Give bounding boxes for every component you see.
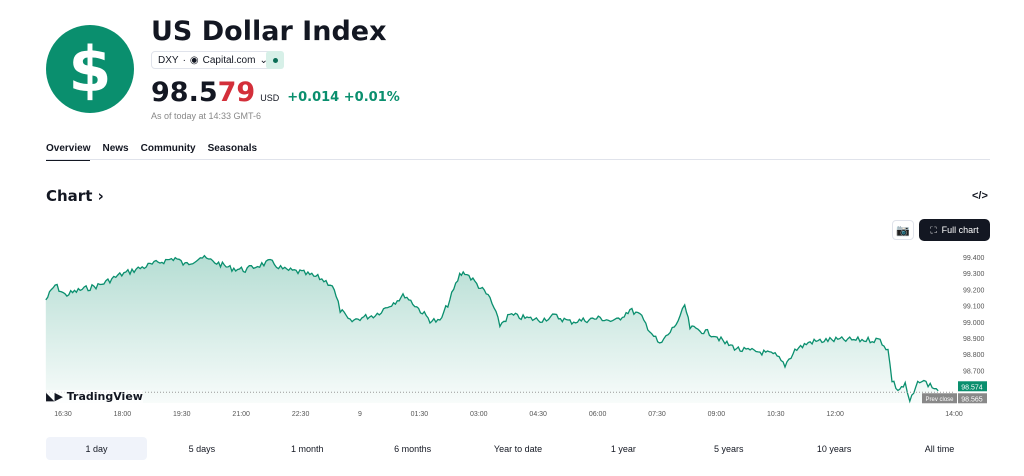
y-tick-label: 98.900	[963, 336, 985, 343]
price-line	[45, 254, 939, 404]
y-tick-label: 99.300	[963, 271, 985, 278]
full-chart-button[interactable]: ⛶ Full chart	[919, 219, 990, 241]
x-tick-label: 01:30	[411, 411, 429, 418]
range-selector: 1 day 5 days 1 month 6 months Year to da…	[46, 437, 990, 460]
x-tick-label: 18:00	[114, 411, 132, 418]
source-name: Capital.com	[202, 54, 256, 66]
tab-seasonals[interactable]: Seasonals	[207, 143, 258, 154]
currency: USD	[260, 93, 280, 103]
x-tick-label: 09:00	[708, 411, 726, 418]
x-tick-label: 12:00	[826, 411, 844, 418]
range-5y[interactable]: 5 years	[713, 443, 744, 454]
x-tick-label: 19:30	[173, 411, 191, 418]
tab-community[interactable]: Community	[140, 143, 196, 154]
chevron-right-icon: ›	[97, 187, 104, 205]
price: 98.579	[151, 77, 255, 108]
y-tick-label: 98.800	[963, 352, 985, 359]
y-tick-label: 99.000	[963, 320, 985, 327]
tab-news[interactable]: News	[102, 143, 129, 154]
last-price-badge	[958, 381, 987, 392]
last-price-label: 98.574	[961, 384, 983, 391]
change-abs: +0.014	[287, 90, 340, 105]
price-chart[interactable]: 99.400 99.300 99.200 99.100 99.000 98.900 98.8…	[0, 245, 1024, 425]
y-tick-label: 99.100	[963, 304, 985, 311]
market-status-badge[interactable]	[266, 51, 284, 69]
y-tick-label: 99.400	[963, 255, 985, 262]
price-row: 98.579 USD +0.014 +0.01%	[151, 77, 400, 108]
x-tick-label: 21:00	[232, 411, 250, 418]
range-ytd[interactable]: Year to date	[493, 443, 543, 454]
source-logo-icon: ◉	[189, 54, 199, 66]
watermark-text: TradingView	[66, 390, 143, 403]
symbol: DXY	[158, 54, 179, 66]
change-pct: +0.01%	[343, 90, 400, 105]
status-dot-icon	[272, 57, 278, 63]
fullscreen-icon: ⛶	[930, 224, 937, 235]
prev-close-tag	[922, 393, 957, 404]
range-5d[interactable]: 5 days	[188, 443, 216, 454]
x-tick-label: 07:30	[648, 411, 666, 418]
range-6m[interactable]: 6 months	[394, 443, 432, 454]
prev-close-tag-label: Prev close	[925, 397, 954, 403]
tab-overview[interactable]: Overview	[46, 143, 91, 161]
price-area	[45, 255, 939, 403]
range-1y[interactable]: 1 year	[610, 443, 636, 454]
tabs: Overview News Community Seasonals	[46, 143, 257, 161]
chevron-down-icon: ⌄	[259, 54, 268, 66]
prev-close-badge	[958, 393, 987, 404]
full-chart-label: Full chart	[941, 225, 979, 235]
range-10y[interactable]: 10 years	[816, 443, 852, 454]
y-tick-label: 99.200	[963, 287, 985, 294]
x-tick-label: 04:30	[529, 411, 547, 418]
tradingview-watermark: ◣▶ TradingView	[46, 390, 143, 403]
x-tick-label: 14:00	[945, 411, 963, 418]
camera-icon[interactable]: 📷	[892, 220, 914, 240]
x-tick-label: 03:00	[470, 411, 488, 418]
price-main: 98.5	[151, 77, 218, 108]
chart-title: Chart	[46, 187, 93, 205]
tradingview-logo-icon: ◣▶	[46, 390, 67, 403]
separator: ·	[182, 54, 186, 66]
as-of-time: As of today at 14:33 GMT-6	[151, 111, 262, 121]
price-change: +0.014 +0.01%	[287, 90, 400, 105]
prev-close-value: 98.565	[961, 396, 983, 403]
dxy-logo: $	[46, 25, 134, 113]
x-tick-label: 06:00	[589, 411, 607, 418]
price-tail: 79	[217, 77, 256, 108]
x-tick-label: 10:30	[767, 411, 785, 418]
x-tick-label: 22:30	[292, 411, 310, 418]
page-title: US Dollar Index	[151, 16, 387, 47]
source-selector[interactable]: DXY · ◉ Capital.com ⌄	[151, 51, 275, 69]
y-tick-label: 98.700	[963, 368, 985, 375]
chart-link[interactable]: Chart ›	[46, 187, 104, 205]
range-1d[interactable]: 1 day	[46, 437, 147, 460]
divider	[46, 159, 990, 160]
embed-code-icon[interactable]: </>	[972, 190, 988, 202]
x-tick-label: 16:30	[54, 411, 72, 418]
x-tick-label: 9	[358, 411, 362, 418]
range-1m[interactable]: 1 month	[290, 443, 324, 454]
range-all[interactable]: All time	[924, 443, 955, 454]
